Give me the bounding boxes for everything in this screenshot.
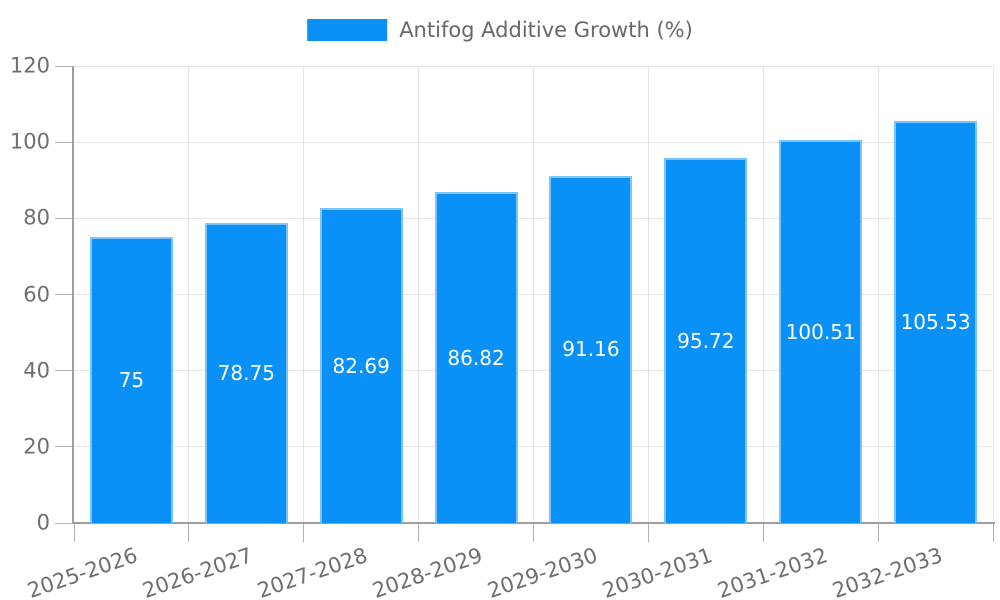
bar[interactable] xyxy=(549,175,633,523)
bar-value-label: 75 xyxy=(118,368,145,393)
plot-area: 0 20 40 60 80 100 120 75 2025-2026 78.75 2026-2027… xyxy=(10,54,995,600)
bar-value-label: 86.82 xyxy=(447,345,505,370)
y-tick-mark xyxy=(55,522,73,524)
x-tick-label: 2030-2031 xyxy=(599,543,716,600)
x-gridline xyxy=(188,66,190,523)
bar[interactable] xyxy=(319,208,403,523)
x-gridline xyxy=(647,66,649,523)
y-tick-label: 100 xyxy=(9,129,50,154)
chart-legend[interactable]: Antifog Additive Growth (%) xyxy=(307,17,693,43)
bar-value-label: 105.53 xyxy=(900,310,971,335)
x-tick-mark xyxy=(188,524,190,542)
legend-label: Antifog Additive Growth (%) xyxy=(399,18,693,42)
y-axis-line xyxy=(72,66,74,524)
y-tick-label: 0 xyxy=(36,510,50,535)
bar[interactable] xyxy=(89,237,173,523)
y-tick-label: 80 xyxy=(23,205,50,230)
x-gridline xyxy=(992,66,994,523)
x-tick-mark xyxy=(877,524,879,542)
x-axis-line xyxy=(72,522,995,524)
y-tick-mark xyxy=(55,217,73,219)
x-tick-mark xyxy=(418,524,420,542)
x-tick-mark xyxy=(762,524,764,542)
x-tick-label: 2029-2030 xyxy=(484,543,601,600)
x-tick-mark xyxy=(73,524,75,542)
x-tick-mark xyxy=(647,524,649,542)
x-tick-mark xyxy=(533,524,534,542)
y-tick-mark xyxy=(55,446,73,448)
x-tick-mark xyxy=(992,524,994,542)
x-gridline xyxy=(762,66,764,523)
x-gridline xyxy=(533,66,534,523)
x-gridline xyxy=(303,66,305,523)
bar-value-label: 100.51 xyxy=(785,319,856,344)
x-tick-label: 2025-2026 xyxy=(24,543,141,600)
bar-value-label: 91.16 xyxy=(562,337,620,362)
y-tick-label: 120 xyxy=(9,53,50,78)
bar[interactable] xyxy=(434,192,518,523)
x-tick-label: 2026-2027 xyxy=(139,543,256,600)
y-tick-label: 60 xyxy=(23,281,50,306)
y-tick-mark xyxy=(55,65,73,67)
y-tick-label: 20 xyxy=(23,434,50,459)
bar[interactable] xyxy=(779,140,863,523)
x-tick-label: 2027-2028 xyxy=(254,543,371,600)
y-tick-mark xyxy=(55,370,73,372)
y-tick-label: 40 xyxy=(23,358,50,383)
x-tick-mark xyxy=(303,524,305,542)
x-gridline xyxy=(877,66,879,523)
bar[interactable] xyxy=(204,223,288,523)
bar[interactable] xyxy=(894,121,978,523)
bar-value-label: 95.72 xyxy=(677,328,735,353)
x-tick-label: 2032-2033 xyxy=(829,543,946,600)
y-tick-mark xyxy=(55,141,73,143)
x-tick-label: 2031-2032 xyxy=(714,543,831,600)
x-tick-label: 2028-2029 xyxy=(369,543,486,600)
bar-value-label: 82.69 xyxy=(332,353,390,378)
bar[interactable] xyxy=(664,158,748,523)
bar-value-label: 78.75 xyxy=(217,361,275,386)
legend-swatch xyxy=(307,19,388,41)
y-tick-mark xyxy=(55,294,73,295)
x-gridline xyxy=(418,66,420,523)
